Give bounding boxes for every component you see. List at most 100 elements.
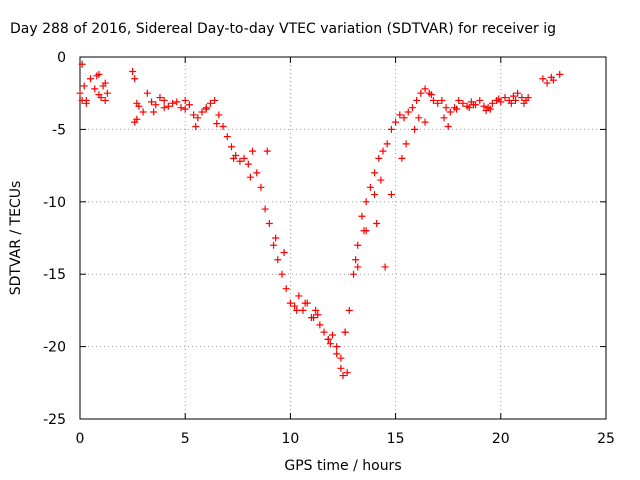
- data-point: [95, 70, 103, 78]
- data-point: [392, 118, 400, 126]
- x-tick-label: 5: [181, 431, 190, 447]
- data-point: [354, 241, 362, 249]
- data-point: [455, 96, 463, 104]
- data-point: [514, 89, 522, 97]
- data-point: [453, 105, 461, 113]
- data-point: [524, 94, 532, 102]
- data-point: [434, 99, 442, 107]
- data-point: [341, 328, 349, 336]
- y-tick-label: -10: [43, 195, 66, 211]
- axis-ticks: 0 5 10 15 20 25 0 -5 -10 -15 -20 -25: [43, 50, 615, 447]
- data-point: [206, 99, 214, 107]
- data-point: [87, 75, 95, 83]
- data-point: [371, 191, 379, 199]
- data-point: [480, 102, 488, 110]
- data-point: [185, 101, 193, 109]
- data-point: [339, 372, 347, 380]
- data-point: [398, 154, 406, 162]
- x-tick-label: 10: [281, 431, 299, 447]
- data-point: [152, 101, 160, 109]
- data-point: [76, 89, 84, 97]
- data-point: [261, 205, 269, 213]
- data-point: [198, 108, 206, 116]
- data-point: [257, 183, 265, 191]
- data-point: [103, 89, 111, 97]
- data-point: [440, 114, 448, 122]
- chart-title: Day 288 of 2016, Sidereal Day-to-day VTE…: [10, 21, 556, 37]
- data-point: [82, 99, 90, 107]
- data-point: [350, 270, 358, 278]
- data-point: [383, 140, 391, 148]
- x-tick-label: 0: [76, 431, 85, 447]
- data-point: [156, 94, 164, 102]
- data-point: [316, 321, 324, 329]
- y-tick-label: -25: [43, 412, 66, 428]
- data-point: [543, 79, 551, 87]
- data-point: [549, 76, 557, 84]
- data-point: [429, 96, 437, 104]
- x-axis-label: GPS time / hours: [284, 458, 401, 474]
- data-point: [387, 125, 395, 133]
- data-point: [488, 99, 496, 107]
- y-tick-label: -20: [43, 340, 66, 356]
- data-point: [337, 364, 345, 372]
- data-point: [387, 191, 395, 199]
- data-point: [263, 147, 271, 155]
- y-tick-label: -5: [52, 122, 66, 138]
- plot-frame: [79, 56, 607, 420]
- data-point: [78, 60, 86, 68]
- data-point: [299, 306, 307, 314]
- data-point: [358, 212, 366, 220]
- data-point: [501, 94, 509, 102]
- data-point: [352, 256, 360, 264]
- data-point: [213, 120, 221, 128]
- data-point: [253, 169, 261, 177]
- data-point: [219, 123, 227, 131]
- data-point: [131, 75, 139, 83]
- data-point: [373, 220, 381, 228]
- data-point: [360, 227, 368, 235]
- data-point: [404, 108, 412, 116]
- data-point: [469, 101, 477, 109]
- data-point: [78, 96, 86, 104]
- data-point: [326, 340, 334, 348]
- data-point: [345, 306, 353, 314]
- data-point: [181, 105, 189, 113]
- data-point: [421, 118, 429, 126]
- data-point: [270, 241, 278, 249]
- data-point: [177, 104, 185, 112]
- x-tick-label: 20: [492, 431, 510, 447]
- data-point: [101, 79, 109, 87]
- data-point: [377, 176, 385, 184]
- data-point: [202, 105, 210, 113]
- data-point: [135, 102, 143, 110]
- data-point: [215, 111, 223, 119]
- data-point: [556, 70, 564, 78]
- data-point: [164, 102, 172, 110]
- data-point: [520, 99, 528, 107]
- data-point: [343, 369, 351, 377]
- data-point: [411, 125, 419, 133]
- data-point: [227, 143, 235, 151]
- grid: [80, 57, 606, 419]
- data-point: [333, 350, 341, 358]
- data-point: [518, 94, 526, 102]
- data-point: [91, 85, 99, 93]
- data-point: [459, 99, 467, 107]
- y-tick-label: 0: [57, 50, 66, 66]
- data-point: [381, 263, 389, 271]
- data-point: [286, 299, 294, 307]
- y-tick-label: -15: [43, 267, 66, 283]
- data-point: [400, 114, 408, 122]
- data-point: [291, 302, 299, 310]
- data-point: [509, 92, 517, 100]
- data-point: [371, 169, 379, 177]
- data-point: [442, 104, 450, 112]
- data-point: [282, 285, 290, 293]
- data-point: [379, 147, 387, 155]
- x-tick-label: 25: [597, 431, 615, 447]
- data-point: [192, 123, 200, 131]
- data-point: [314, 311, 322, 319]
- data-point: [173, 98, 181, 106]
